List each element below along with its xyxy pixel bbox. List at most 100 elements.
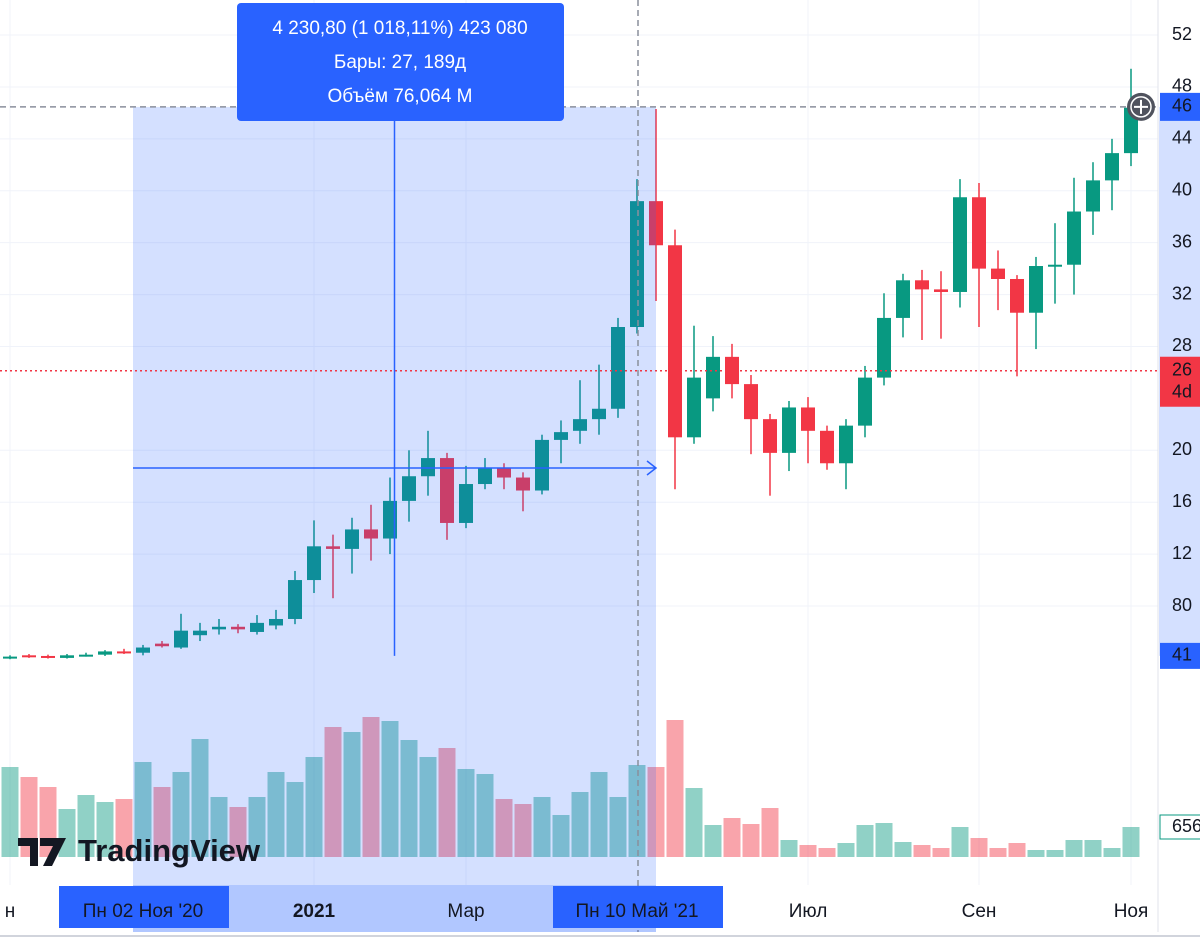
tooltip-line: 4 230,80 (1 018,11%) 423 080 xyxy=(272,18,527,39)
candle-body xyxy=(763,419,777,453)
volume-bar xyxy=(1084,840,1102,857)
volume-bar xyxy=(894,842,912,857)
candle-body xyxy=(136,647,150,653)
volume-bar xyxy=(951,827,969,857)
volume-bar xyxy=(799,845,817,857)
tooltip-line: Объём 76,064 M xyxy=(327,86,472,107)
volume-bar xyxy=(761,808,779,857)
candle-body xyxy=(554,432,568,440)
volume-bar xyxy=(248,797,266,857)
candle-body xyxy=(421,458,435,477)
logo-text: TradingView xyxy=(78,833,261,868)
volume-bar xyxy=(286,782,304,857)
volume-bar xyxy=(647,767,665,857)
volume-bar xyxy=(533,797,551,857)
candle-body xyxy=(706,356,720,399)
candle-body xyxy=(459,484,473,523)
candle-body xyxy=(41,655,55,658)
candle-body xyxy=(858,377,872,426)
volume-bar xyxy=(362,717,380,857)
y-tick-label: 32 xyxy=(1172,283,1192,303)
volume-bar xyxy=(134,762,152,857)
candle-body xyxy=(155,643,169,647)
logo-icon xyxy=(18,838,66,866)
volume-bar xyxy=(96,802,114,857)
candle-body xyxy=(1105,153,1119,181)
y-tick-label: 16 xyxy=(1172,491,1192,511)
candle-body xyxy=(1048,264,1062,267)
volume-badge xyxy=(1159,814,1200,840)
y-tick-label: 12 xyxy=(1172,543,1192,563)
volume-bar xyxy=(191,739,209,857)
candle-body xyxy=(98,651,112,655)
y-tick-label: 36 xyxy=(1172,231,1192,251)
y-tick-label: 40 xyxy=(1172,180,1192,200)
candle-body xyxy=(592,408,606,420)
candle-body xyxy=(972,197,986,269)
candle-body xyxy=(1067,211,1081,265)
volume-bar xyxy=(210,797,228,857)
volume-bar xyxy=(438,748,456,857)
volume-bar xyxy=(305,757,323,857)
y-tick-label: 52 xyxy=(1172,24,1192,44)
volume-bar xyxy=(419,757,437,857)
volume-bar xyxy=(115,799,133,857)
candle-body xyxy=(535,439,549,491)
volume-bar xyxy=(153,787,171,857)
volume-label: 656 xyxy=(1172,816,1200,836)
last-price-label: 26 xyxy=(1172,359,1192,379)
candle-body xyxy=(79,654,93,657)
volume-bar xyxy=(571,792,589,857)
range-badge-label: 41 xyxy=(1172,645,1192,665)
volume-bar xyxy=(58,809,76,857)
candle-body xyxy=(60,655,74,658)
volume-bar xyxy=(20,777,38,857)
volume-bar xyxy=(723,818,741,857)
x-tick-label: 2021 xyxy=(293,901,336,922)
volume-bar xyxy=(932,848,950,857)
candle-body xyxy=(231,626,245,630)
candle-body xyxy=(1029,266,1043,313)
volume-bar xyxy=(324,727,342,857)
date-badge-label: Пн 02 Ноя '20 xyxy=(83,901,203,922)
candle-body xyxy=(497,468,511,478)
candle-body xyxy=(345,529,359,549)
crosshair-badge-label: 46 xyxy=(1172,96,1192,116)
volume-bar xyxy=(875,823,893,857)
volume-bar xyxy=(400,740,418,857)
volume-bar xyxy=(1046,850,1064,857)
candle-body xyxy=(649,201,663,246)
y-tick-label: 48 xyxy=(1172,76,1192,96)
candle-body xyxy=(440,458,454,523)
candle-body xyxy=(953,197,967,292)
candle-body xyxy=(668,245,682,438)
candle-body xyxy=(402,476,416,501)
candle-body xyxy=(915,280,929,290)
volume-bar xyxy=(172,772,190,857)
y-tick-label: 80 xyxy=(1172,595,1192,615)
volume-bar xyxy=(856,825,874,857)
candle-body xyxy=(383,500,397,539)
candle-body xyxy=(611,327,625,409)
volume-bar xyxy=(590,772,608,857)
candle-body xyxy=(174,630,188,648)
volume-bar xyxy=(818,848,836,857)
candle-body xyxy=(991,268,1005,279)
last-price-badge xyxy=(1160,356,1200,407)
volume-bar xyxy=(267,772,285,857)
candle-body xyxy=(212,626,226,630)
candle-body xyxy=(193,630,207,636)
volume-bar xyxy=(552,815,570,857)
candle-body xyxy=(326,546,340,549)
candle-body xyxy=(1086,180,1100,212)
crosshair-badge xyxy=(1160,92,1200,121)
countdown-label: 4d xyxy=(1172,381,1192,401)
range-badge xyxy=(1160,642,1200,669)
x-tick-label: Сен xyxy=(962,901,997,922)
candle-body xyxy=(744,384,758,420)
volume-bar xyxy=(970,838,988,857)
x-tick-label: Мар xyxy=(447,901,484,922)
volume-bar xyxy=(1008,843,1026,857)
tooltip-line: Бары: 27, 189д xyxy=(334,52,466,73)
volume-bar xyxy=(666,720,684,857)
